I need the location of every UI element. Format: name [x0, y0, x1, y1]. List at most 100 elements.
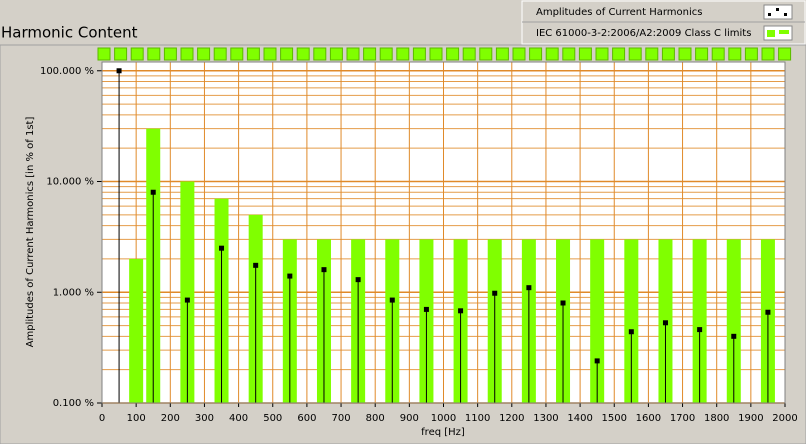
stem-marker	[150, 189, 156, 195]
stem-marker	[423, 306, 429, 312]
y-tick-label: 1.000 %	[53, 287, 94, 298]
legend-icon[interactable]	[763, 4, 793, 20]
toggle-button[interactable]	[246, 47, 260, 61]
x-tick-label: 1900	[738, 413, 763, 424]
stem-marker	[458, 308, 464, 314]
toggle-button[interactable]	[130, 47, 144, 61]
legend-icon-mark	[767, 30, 775, 37]
toggle-button[interactable]	[213, 47, 227, 61]
toggle-button[interactable]	[462, 47, 476, 61]
toggle-button[interactable]	[197, 47, 211, 61]
x-tick-label: 2000	[772, 413, 797, 424]
x-tick-label: 600	[297, 413, 316, 424]
toggle-button[interactable]	[711, 47, 725, 61]
toggle-button[interactable]	[346, 47, 360, 61]
stem-marker	[389, 297, 395, 303]
toggle-button[interactable]	[313, 47, 327, 61]
x-tick-label: 300	[195, 413, 214, 424]
toggle-button[interactable]	[329, 47, 343, 61]
legend-icon-mark	[776, 8, 779, 11]
x-tick-label: 400	[229, 413, 248, 424]
toggle-button[interactable]	[263, 47, 277, 61]
limit-bar	[180, 181, 195, 403]
x-tick-label: 1700	[670, 413, 695, 424]
toggle-button[interactable]	[479, 47, 493, 61]
toggle-button[interactable]	[114, 47, 128, 61]
toggle-button[interactable]	[97, 47, 111, 61]
stem-marker	[628, 329, 634, 335]
toggle-button[interactable]	[379, 47, 393, 61]
x-tick-label: 100	[127, 413, 146, 424]
toggle-button[interactable]	[628, 47, 642, 61]
limit-bar	[590, 239, 605, 403]
stem-marker	[219, 245, 225, 251]
toggle-button[interactable]	[429, 47, 443, 61]
toggle-button[interactable]	[180, 47, 194, 61]
stem-marker	[765, 309, 771, 315]
toggle-button[interactable]	[396, 47, 410, 61]
toggle-button[interactable]	[363, 47, 377, 61]
x-tick-label: 700	[332, 413, 351, 424]
x-tick-label: 200	[161, 413, 180, 424]
button-row	[97, 47, 792, 61]
toggle-button[interactable]	[778, 47, 792, 61]
stem-marker	[355, 277, 361, 283]
x-tick-label: 500	[263, 413, 282, 424]
stem-marker	[560, 300, 566, 306]
toggle-button[interactable]	[296, 47, 310, 61]
toggle-button[interactable]	[595, 47, 609, 61]
limit-bar	[624, 239, 639, 403]
toggle-button[interactable]	[412, 47, 426, 61]
plot-border	[101, 61, 786, 404]
legend-icon-mark	[779, 30, 789, 34]
toggle-button[interactable]	[728, 47, 742, 61]
stem-marker	[287, 273, 293, 279]
x-tick-label: 1100	[465, 413, 490, 424]
toggle-button[interactable]	[578, 47, 592, 61]
toggle-button[interactable]	[744, 47, 758, 61]
x-tick-label: 900	[400, 413, 419, 424]
legend-icon-mark	[768, 13, 771, 16]
x-axis-label: freq [Hz]	[421, 427, 465, 438]
toggle-button[interactable]	[612, 47, 626, 61]
toggle-button[interactable]	[230, 47, 244, 61]
toggle-button[interactable]	[761, 47, 775, 61]
stem-marker	[594, 358, 600, 364]
toggle-button[interactable]	[661, 47, 675, 61]
toggle-button[interactable]	[446, 47, 460, 61]
y-tick-label: 100.000 %	[40, 66, 94, 77]
legend-label: Amplitudes of Current Harmonics	[536, 7, 702, 18]
toggle-button[interactable]	[163, 47, 177, 61]
toggle-button[interactable]	[645, 47, 659, 61]
x-tick-label: 1200	[499, 413, 524, 424]
y-tick-label: 10.000 %	[46, 177, 94, 188]
legend: Amplitudes of Current Harmonics IEC 6100…	[521, 0, 806, 45]
toggle-button[interactable]	[695, 47, 709, 61]
stem-marker	[731, 333, 737, 339]
toggle-button[interactable]	[512, 47, 526, 61]
stem-marker	[697, 327, 703, 333]
x-tick-label: 1000	[431, 413, 456, 424]
y-axis-label: Amplitudes of Current Harmonics [in % of…	[25, 117, 36, 348]
toggle-button[interactable]	[280, 47, 294, 61]
toggle-button[interactable]	[529, 47, 543, 61]
x-tick-label: 1500	[602, 413, 627, 424]
toggle-button[interactable]	[147, 47, 161, 61]
toggle-button[interactable]	[562, 47, 576, 61]
stem-marker	[321, 267, 327, 273]
y-tick-label: 0.100 %	[53, 398, 94, 409]
stem-marker	[526, 285, 532, 291]
toggle-button[interactable]	[678, 47, 692, 61]
x-tick-label: 1600	[636, 413, 661, 424]
toggle-button[interactable]	[545, 47, 559, 61]
chart-title: Harmonic Content	[1, 24, 138, 42]
stem-marker	[184, 297, 190, 303]
x-tick-label: 1300	[533, 413, 558, 424]
x-tick-label: 1400	[567, 413, 592, 424]
toggle-button[interactable]	[495, 47, 509, 61]
x-tick-label: 0	[99, 413, 105, 424]
stem-marker	[662, 320, 668, 326]
limit-bar	[692, 239, 707, 403]
